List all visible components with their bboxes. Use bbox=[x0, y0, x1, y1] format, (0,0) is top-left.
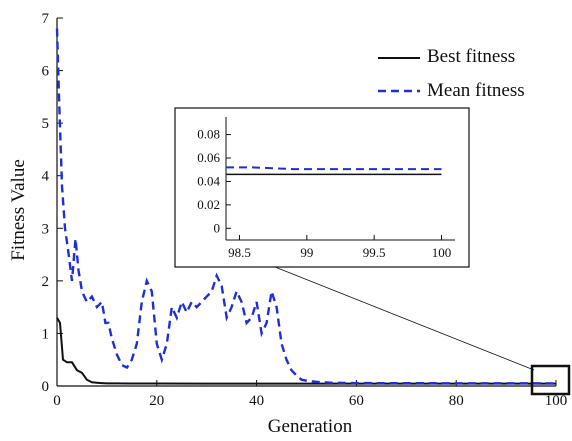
inset-y-tick-label: 0.06 bbox=[197, 150, 220, 165]
x-tick-label: 100 bbox=[545, 393, 568, 409]
inset-mean-fitness-line bbox=[226, 166, 442, 171]
legend: Best fitness Mean fitness bbox=[378, 46, 525, 101]
inset-y-tick-label: 0.04 bbox=[197, 173, 220, 188]
y-tick-label: 3 bbox=[42, 221, 50, 237]
legend-best-label: Best fitness bbox=[427, 46, 515, 67]
y-tick-label: 7 bbox=[42, 11, 50, 27]
mean-fitness-line bbox=[55, 28, 557, 385]
best-fitness-line bbox=[56, 317, 556, 385]
inset-y-tick-label: 0.02 bbox=[197, 197, 220, 212]
y-tick-label: 5 bbox=[42, 116, 50, 132]
y-tick-label: 4 bbox=[42, 169, 50, 185]
x-tick-label: 0 bbox=[53, 393, 61, 409]
inset-y-tick-label: 0 bbox=[214, 220, 221, 235]
x-axis-label: Generation bbox=[268, 416, 353, 437]
inset-x-tick-label: 99 bbox=[300, 245, 313, 260]
inset-plot: 98.5 99 99.5 100 0 0.02 0.04 0.06 0.08 bbox=[174, 107, 470, 268]
x-tick-label: 20 bbox=[149, 393, 164, 409]
y-tick-label: 1 bbox=[42, 326, 50, 342]
x-tick-label: 60 bbox=[349, 393, 364, 409]
zoom-connector-line bbox=[269, 264, 535, 371]
y-tick-label: 6 bbox=[42, 64, 50, 80]
y-tick-label: 0 bbox=[42, 379, 50, 395]
y-axis-label: Fitness Value bbox=[8, 159, 29, 261]
x-tick-label: 40 bbox=[249, 393, 264, 409]
inset-x-tick-label: 100 bbox=[432, 245, 452, 260]
legend-mean-label: Mean fitness bbox=[427, 80, 525, 101]
inset-x-tick-label: 98.5 bbox=[228, 245, 251, 260]
inset-x-tick-label: 99.5 bbox=[363, 245, 386, 260]
y-tick-label: 2 bbox=[42, 274, 50, 290]
x-tick-label: 80 bbox=[449, 393, 464, 409]
zoom-marker-box bbox=[530, 364, 571, 396]
inset-y-tick-label: 0.08 bbox=[197, 127, 220, 142]
